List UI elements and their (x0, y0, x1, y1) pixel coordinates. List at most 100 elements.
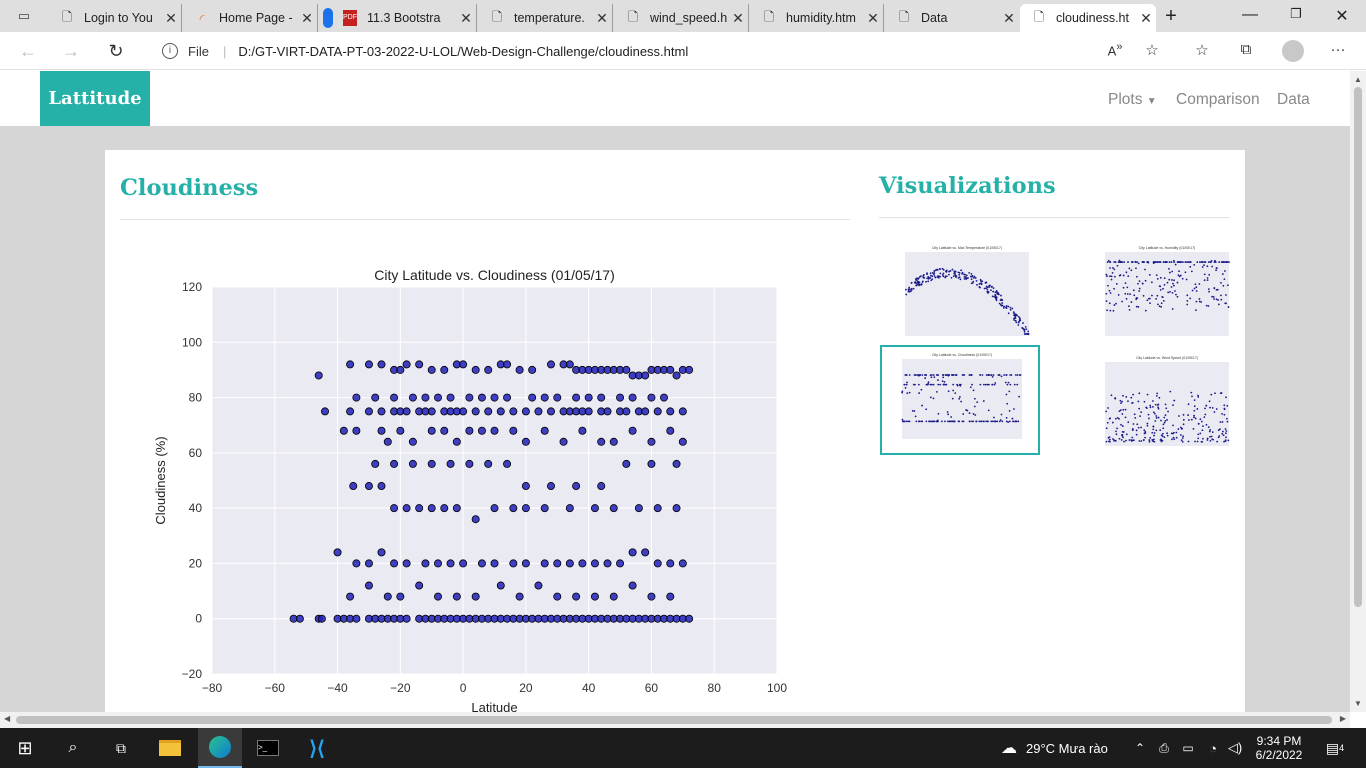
thumbnail-data-point (949, 270, 952, 272)
thumbnail-data-point (1156, 404, 1159, 406)
add-favorite-icon[interactable]: ☆ (1145, 42, 1159, 59)
tab-actions-icon[interactable]: ▭ (17, 8, 31, 23)
tab-home-page[interactable]: ◜ Home Page - ✕ (183, 4, 318, 32)
nav-comparison[interactable]: Comparison (1176, 91, 1260, 108)
thumbnail-data-point (1008, 390, 1011, 393)
terminal-icon[interactable]: >_ (256, 738, 280, 758)
back-icon[interactable]: ← (19, 41, 37, 61)
y-axis-label: Cloudiness (%) (153, 436, 168, 524)
thumbnail-data-point (941, 267, 944, 270)
thumbnail-data-point (924, 374, 926, 376)
scroll-left-icon[interactable]: ◀ (4, 714, 11, 723)
task-view-icon[interactable]: ⧉ (116, 739, 126, 756)
thumbnail-data-point (1138, 392, 1141, 395)
nav-plots-dropdown[interactable]: Plots ▼ (1108, 91, 1157, 109)
edge-taskbar-icon[interactable] (198, 728, 242, 768)
vertical-scrollbar[interactable]: ▲ ▼ (1350, 71, 1366, 712)
volume-icon[interactable]: ◁) (1227, 740, 1243, 755)
data-point (534, 407, 543, 416)
thumbnail-data-point (1164, 414, 1167, 416)
scroll-down-icon[interactable]: ▼ (1354, 699, 1362, 708)
forward-icon[interactable]: → (62, 41, 80, 61)
data-point (647, 459, 656, 468)
thumbnail-data-point (937, 412, 940, 415)
thumbnail-data-point (976, 283, 978, 286)
favorites-icon[interactable]: ☆ (1195, 42, 1209, 59)
notifications-icon[interactable]: ▤ 4 (1325, 739, 1345, 756)
thumbnail-data-point (922, 275, 925, 277)
thumbnail-data-point (1126, 293, 1129, 295)
tab-cloudiness[interactable]: 🗋 cloudiness.ht ✕ (1020, 4, 1156, 32)
thumbnail-data-point (933, 420, 936, 423)
chevron-up-icon[interactable]: ⌃ (1134, 741, 1146, 755)
thumbnail-data-point (986, 288, 989, 291)
x-tick-label: 80 (708, 681, 722, 695)
close-window-icon[interactable]: ✕ (1335, 8, 1349, 25)
thumbnail-data-point (1163, 277, 1166, 279)
cloudiness-thumbnail[interactable]: City Latitude vs. Cloudiness (01/05/17) (880, 345, 1040, 455)
humidity-thumbnail[interactable]: City Latitude vs. Humidity (01/05/17) (1085, 240, 1245, 350)
scroll-right-icon[interactable]: ▶ (1339, 714, 1346, 723)
more-menu-icon[interactable]: ··· (1330, 41, 1346, 58)
thumbnail-data-point (1187, 440, 1190, 443)
thumbnail-data-point (1225, 436, 1227, 439)
wifi-icon[interactable]: ◔ (1209, 740, 1217, 756)
thumbnail-data-point (1012, 311, 1015, 313)
close-tab-icon[interactable]: ✕ (867, 9, 879, 26)
data-point (496, 581, 505, 590)
close-tab-icon[interactable]: ✕ (165, 9, 177, 26)
close-tab-icon[interactable]: ✕ (301, 9, 313, 26)
thumbnail-data-point (1023, 329, 1026, 332)
weather-text[interactable]: 29°C Mưa rào (1026, 740, 1108, 756)
search-icon[interactable]: ⌕ (68, 739, 78, 756)
tab-humidity[interactable]: 🗋 humidity.htm ✕ (750, 4, 884, 32)
data-point (628, 581, 637, 590)
thumbnail-data-point (1181, 437, 1184, 439)
scroll-thumb[interactable] (1354, 87, 1362, 607)
close-tab-icon[interactable]: ✕ (596, 9, 608, 26)
wind-speed-thumbnail[interactable]: City Latitude vs. Wind Speed (01/05/17) (1085, 350, 1245, 460)
vscode-icon[interactable]: ⟩⟨ (309, 737, 325, 760)
tab-wind-speed[interactable]: 🗋 wind_speed.h ✕ (614, 4, 749, 32)
thumbnail-data-point (1131, 439, 1134, 442)
restore-icon[interactable]: ❐ (1290, 6, 1302, 21)
close-tab-icon[interactable]: ✕ (732, 9, 744, 26)
collections-icon[interactable]: ⧉ (1240, 41, 1252, 58)
temperature-thumbnail[interactable]: City Latitude vs. Max Temperature (01/05… (885, 240, 1045, 350)
thumbnail-data-point (917, 277, 920, 280)
content-card: Cloudiness Visualizations −80 −60 −40 −20 0 2… (105, 150, 1245, 712)
nav-data[interactable]: Data (1277, 91, 1310, 108)
data-point (515, 592, 524, 601)
data-point (364, 559, 373, 568)
read-aloud-icon[interactable]: A» (1107, 41, 1123, 59)
profile-avatar-icon[interactable] (1282, 40, 1304, 62)
meet-now-icon[interactable]: ⎙ (1159, 740, 1169, 755)
close-tab-icon[interactable]: ✕ (460, 9, 472, 26)
tab-data[interactable]: 🗋 Data ✕ (885, 4, 1019, 32)
scroll-thumb-horizontal[interactable] (16, 716, 1332, 724)
close-tab-icon[interactable]: ✕ (1003, 9, 1015, 26)
data-point (553, 393, 562, 402)
thumbnail-data-point (1139, 415, 1141, 418)
thumbnail-data-point (1132, 289, 1135, 292)
battery-icon[interactable]: ▭ (1182, 741, 1194, 755)
url-field[interactable]: i File | D:/GT-VIRT-DATA-PT-03-2022-U-LO… (146, 36, 1176, 66)
file-explorer-icon[interactable] (158, 738, 182, 758)
new-tab-icon[interactable]: + (1165, 5, 1177, 27)
thumbnail-data-point (974, 277, 977, 279)
windows-start-icon[interactable]: ⊞ (17, 737, 33, 758)
thumbnail-data-point (972, 413, 975, 415)
clock[interactable]: 9:34 PM 6/2/2022 (1254, 731, 1304, 765)
scroll-up-icon[interactable]: ▲ (1354, 75, 1362, 84)
thumbnail-data-point (951, 420, 954, 423)
close-tab-icon[interactable]: ✕ (1140, 9, 1152, 26)
thumbnail-data-point (1138, 290, 1141, 292)
minimize-icon[interactable]: — (1242, 6, 1258, 23)
site-brand[interactable]: Lattitude (40, 71, 150, 126)
tab-bootstrap-pdf[interactable]: PDF 11.3 Bootstra ✕ (319, 4, 477, 32)
refresh-icon[interactable]: ↻ (108, 41, 124, 61)
horizontal-scrollbar[interactable]: ◀ ▶ (0, 712, 1350, 728)
tab-login[interactable]: 🗋 Login to You ✕ (48, 4, 182, 32)
thumbnail-data-point (996, 420, 999, 423)
tab-temperature[interactable]: 🗋 temperature. ✕ (478, 4, 613, 32)
